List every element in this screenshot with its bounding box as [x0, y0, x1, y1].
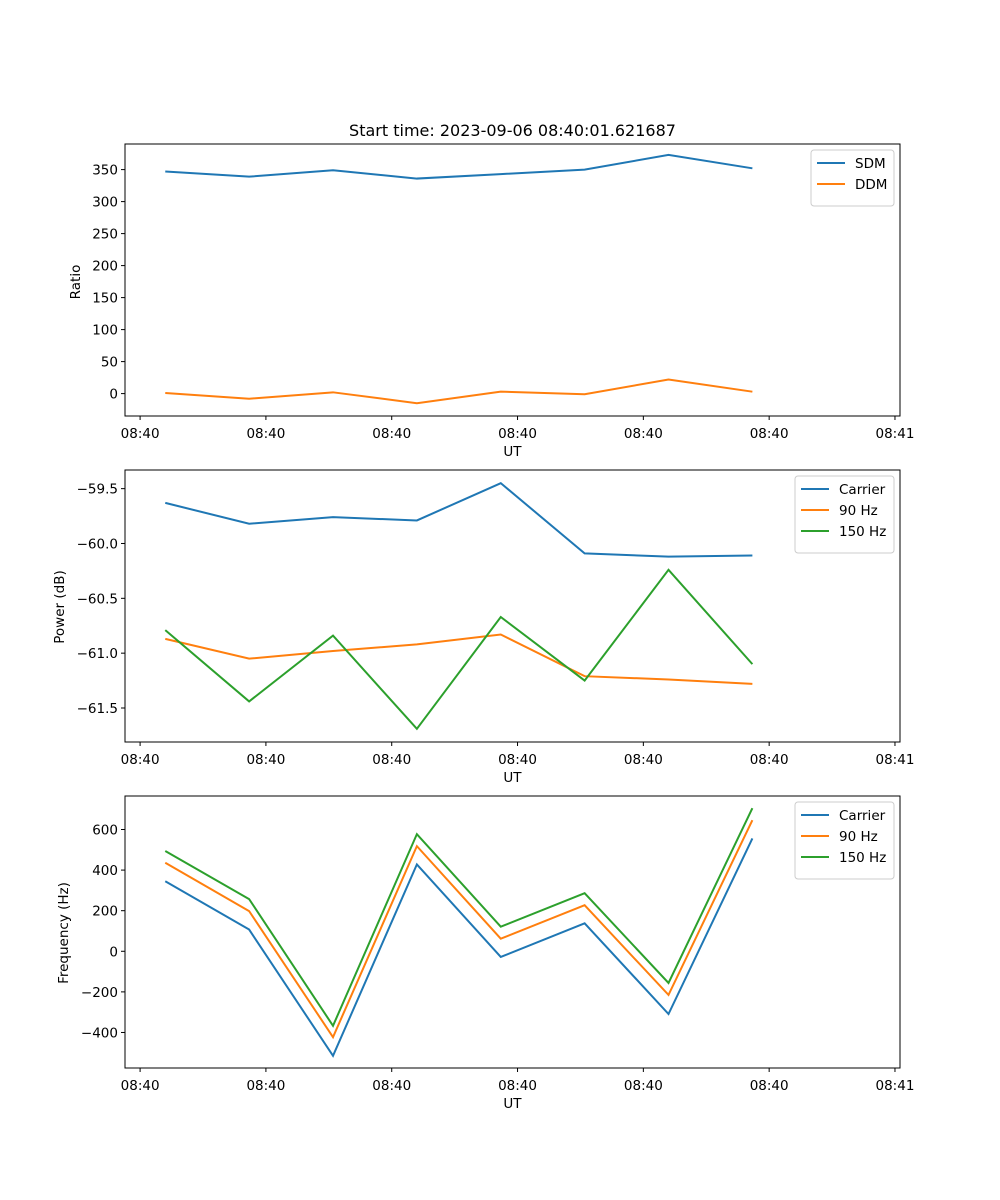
series-line-2	[164, 568, 754, 731]
ratio-subplot: Start time: 2023-09-06 08:40:01.621687 R…	[68, 121, 914, 460]
y-axis-label: Frequency (Hz)	[56, 882, 72, 984]
y-tick-label: −59.5	[77, 482, 118, 498]
y-tick-label: 400	[92, 863, 118, 879]
y-tick-label: 0	[109, 944, 118, 960]
x-tick-label: 08:41	[876, 426, 915, 442]
x-tick-label: 08:40	[750, 752, 789, 768]
frequency-subplot: Frequency (Hz) UT −400 −200 0 200 400 600 08:4…	[56, 795, 915, 1112]
y-axis-label: Ratio	[68, 265, 84, 300]
legend: SDM DDM	[810, 149, 895, 207]
series-line-1	[165, 378, 753, 405]
legend-label: 90 Hz	[839, 829, 878, 845]
x-tick-label: 08:40	[750, 426, 789, 442]
y-tick-label: 200	[92, 259, 118, 275]
x-tick-label: 08:40	[498, 752, 537, 768]
legend: Carrier 90 Hz 150 Hz	[794, 475, 895, 554]
legend-box	[794, 475, 895, 554]
legend-box	[794, 801, 895, 880]
axes-frame	[124, 143, 901, 417]
legend-label: SDM	[855, 156, 886, 172]
y-tick-label: 350	[92, 163, 118, 179]
y-tick-label: −61.0	[77, 646, 118, 662]
x-axis-label: UT	[503, 1096, 522, 1112]
legend-label: Carrier	[839, 808, 886, 824]
legend-label: Carrier	[839, 482, 886, 498]
x-tick-label: 08:40	[246, 1078, 285, 1094]
y-tick-label: 250	[92, 227, 118, 243]
y-tick-label: 0	[109, 387, 118, 403]
x-axis-label: UT	[503, 444, 522, 460]
y-tick-label: 300	[92, 195, 118, 211]
series-line-0	[165, 153, 753, 180]
y-tick-label: −60.0	[77, 536, 118, 552]
chart-title: Start time: 2023-09-06 08:40:01.621687	[349, 121, 676, 140]
y-tick-label: −400	[81, 1025, 118, 1041]
x-tick-label: 08:40	[246, 426, 285, 442]
series-line-0	[164, 837, 754, 1058]
axes-frame	[124, 795, 901, 1069]
plot-area: 0 50 100 150 200 250 300 350 08:40 08:40 08:40 08:4…	[92, 143, 915, 442]
y-tick-label: −60.5	[77, 591, 118, 607]
x-tick-label: 08:40	[624, 1078, 663, 1094]
legend-label: 150 Hz	[839, 524, 886, 540]
series-line-1	[164, 819, 754, 1040]
x-tick-label: 08:40	[498, 1078, 537, 1094]
x-tick-label: 08:40	[498, 426, 537, 442]
x-tick-label: 08:40	[624, 752, 663, 768]
x-tick-label: 08:40	[624, 426, 663, 442]
x-tick-label: 08:41	[876, 752, 915, 768]
y-tick-label: 200	[92, 904, 118, 920]
x-axis-label: UT	[503, 770, 522, 786]
series-line-2	[164, 807, 754, 1028]
x-tick-label: 08:40	[121, 426, 160, 442]
series-line-1	[165, 633, 753, 685]
plot-area: −61.5 −61.0 −60.5 −60.0 −59.5 08:40 08:40 08:40…	[77, 469, 915, 768]
x-tick-label: 08:40	[246, 752, 285, 768]
legend-label: 150 Hz	[839, 850, 886, 866]
axes-frame	[124, 469, 901, 743]
x-tick-label: 08:41	[876, 1078, 915, 1094]
x-tick-label: 08:40	[372, 752, 411, 768]
legend: Carrier 90 Hz 150 Hz	[794, 801, 895, 880]
x-tick-label: 08:40	[750, 1078, 789, 1094]
y-tick-label: −61.5	[77, 701, 118, 717]
series-line-0	[165, 481, 753, 558]
x-tick-label: 08:40	[372, 426, 411, 442]
y-tick-label: 50	[101, 355, 118, 371]
plot-area: −400 −200 0 200 400 600 08:40 08:40 08:40 08:40 08…	[81, 795, 915, 1094]
y-tick-label: −200	[81, 985, 118, 1001]
y-tick-label: 600	[92, 822, 118, 838]
power-subplot: Power (dB) UT −61.5 −61.0 −60.5 −60.0 −59.5 0…	[52, 469, 915, 786]
legend-label: DDM	[855, 177, 887, 193]
y-axis-label: Power (dB)	[52, 570, 68, 643]
x-tick-label: 08:40	[372, 1078, 411, 1094]
x-tick-label: 08:40	[121, 1078, 160, 1094]
y-tick-label: 100	[92, 323, 118, 339]
legend-label: 90 Hz	[839, 503, 878, 519]
y-tick-label: 150	[92, 291, 118, 307]
x-tick-label: 08:40	[121, 752, 160, 768]
